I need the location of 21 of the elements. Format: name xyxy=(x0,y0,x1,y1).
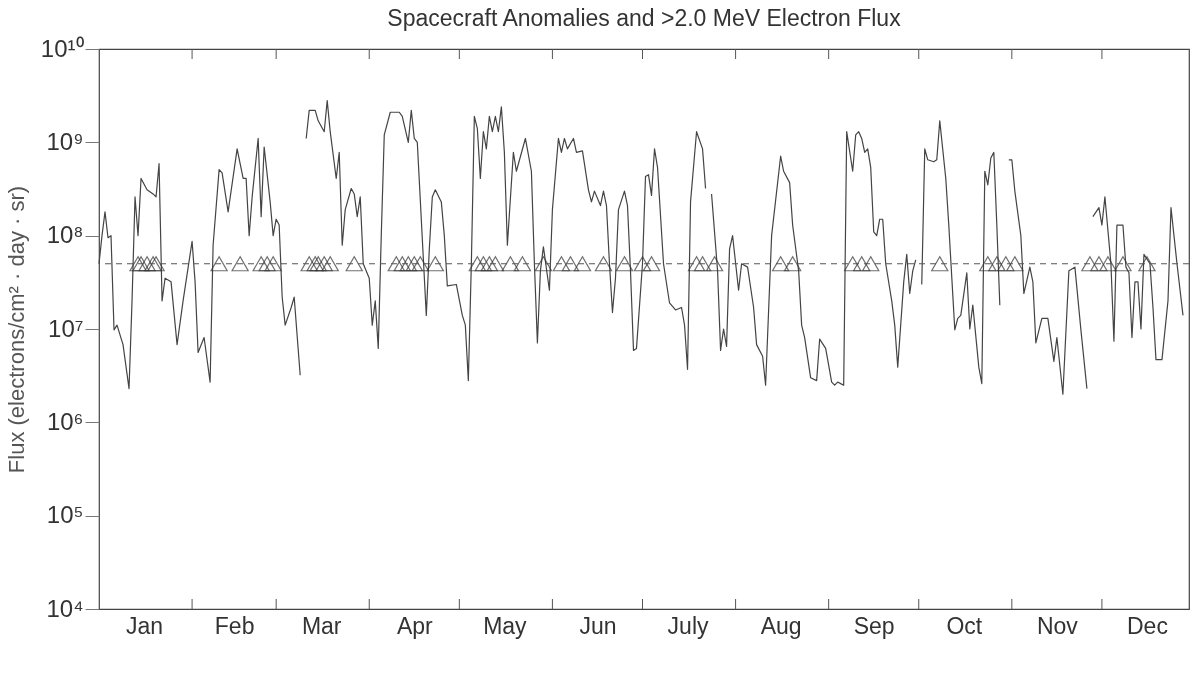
x-tick-label: Dec xyxy=(1127,612,1168,639)
x-tick-label: Feb xyxy=(214,612,255,639)
x-tick-label: Oct xyxy=(946,612,983,639)
y-tick-label: 10⁶ xyxy=(46,407,84,435)
y-tick-label: 10⁵ xyxy=(46,501,84,529)
x-tick-label: Jan xyxy=(125,612,164,639)
x-tick-label: Sep xyxy=(853,612,895,639)
x-tick-label: Aug xyxy=(760,612,802,639)
x-tick-label: Mar xyxy=(301,612,342,639)
y-tick-label: 10⁷ xyxy=(48,314,84,342)
x-tick-label: Apr xyxy=(396,612,434,639)
x-tick-label: May xyxy=(483,612,528,639)
y-tick-label: 10⁹ xyxy=(46,127,84,155)
y-tick-label: 10⁸ xyxy=(46,221,84,249)
y-tick-label: 10¹⁰ xyxy=(40,34,84,62)
x-tick-label: Nov xyxy=(1036,612,1079,639)
y-axis-title: Flux (electrons/cm² · day · sr) xyxy=(3,185,29,474)
x-tick-label: July xyxy=(667,612,709,639)
y-tick-label: 10⁴ xyxy=(46,594,84,622)
chart-title: Spacecraft Anomalies and >2.0 MeV Electron Flux xyxy=(387,5,902,31)
x-tick-label: Jun xyxy=(579,612,617,639)
